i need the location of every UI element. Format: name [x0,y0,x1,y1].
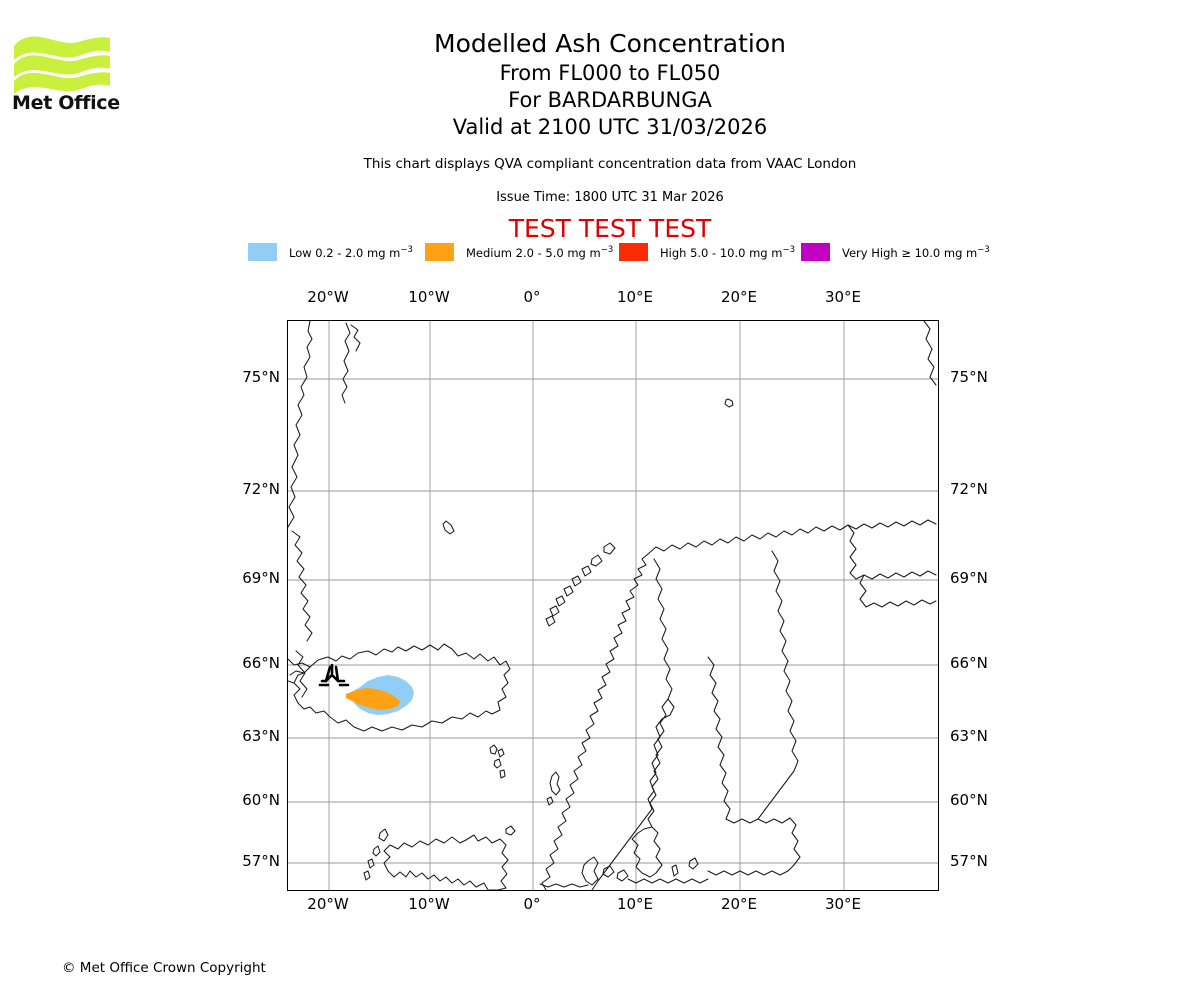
lat-tick-right-3: 66°N [950,654,988,672]
lat-tick-right-0: 75°N [950,368,988,386]
volcano-name: For BARDARBUNGA [508,88,712,112]
legend-label-1: Medium 2.0 - 5.0 mg m−3 [466,244,614,260]
lat-tick-left-4: 63°N [242,727,280,745]
lat-tick-left-1: 72°N [242,480,280,498]
lon-tick-bottom-0: 20°W [307,895,349,913]
lon-tick-bottom-1: 10°W [408,895,450,913]
met-office-wordmark: Met Office [12,92,120,114]
test-banner: TEST TEST TEST [508,214,712,243]
chart-title-block: Modelled Ash Concentration From FL000 to… [230,28,990,141]
coastlines [288,321,937,890]
issue-time: Issue Time: 1800 UTC 31 Mar 2026 [496,190,724,205]
lon-tick-bottom-5: 30°E [824,895,862,913]
met-office-logo [12,26,122,116]
lat-tick-right-4: 63°N [950,727,988,745]
copyright-notice: © Met Office Crown Copyright [62,960,266,976]
lat-tick-right-6: 57°N [950,852,988,870]
lon-tick-top-5: 30°E [824,288,862,306]
legend-label-3: Very High ≥ 10.0 mg m−3 [842,244,990,260]
concentration-legend: Low 0.2 - 2.0 mg m−3 Medium 2.0 - 5.0 mg … [248,242,1008,264]
map-gridlines [288,321,938,890]
lon-tick-bottom-2: 0° [523,895,541,913]
legend-swatch-1 [425,243,454,261]
lon-tick-bottom-3: 10°E [616,895,654,913]
lat-tick-left-5: 60°N [242,791,280,809]
map-canvas [288,321,938,890]
legend-item-0: Low 0.2 - 2.0 mg m−3 [248,242,413,262]
legend-swatch-3 [801,243,830,261]
legend-swatch-2 [619,243,648,261]
page-title: Modelled Ash Concentration [434,29,786,58]
lat-tick-right-5: 60°N [950,791,988,809]
lat-tick-left-0: 75°N [242,368,280,386]
lon-tick-top-0: 20°W [307,288,349,306]
lon-tick-top-2: 0° [523,288,541,306]
lon-tick-bottom-4: 20°E [720,895,758,913]
legend-label-0: Low 0.2 - 2.0 mg m−3 [289,244,413,260]
lon-tick-top-4: 20°E [720,288,758,306]
lon-tick-top-3: 10°E [616,288,654,306]
legend-label-2: High 5.0 - 10.0 mg m−3 [660,244,795,260]
lat-tick-right-2: 69°N [950,569,988,587]
chart-subtitle: This chart displays QVA compliant concen… [363,156,857,172]
flight-level-range: From FL000 to FL050 [499,61,721,85]
legend-item-1: Medium 2.0 - 5.0 mg m−3 [425,242,613,262]
lat-tick-left-6: 57°N [242,852,280,870]
map-plot-area [287,320,939,891]
volcano-source-marker [318,663,350,687]
lat-tick-left-2: 69°N [242,569,280,587]
legend-swatch-0 [248,243,277,261]
ash-plume [346,675,414,715]
legend-item-2: High 5.0 - 10.0 mg m−3 [619,242,795,262]
legend-item-3: Very High ≥ 10.0 mg m−3 [801,242,990,262]
lat-tick-right-1: 72°N [950,480,988,498]
lat-tick-left-3: 66°N [242,654,280,672]
met-office-waves-icon [14,36,110,94]
valid-time: Valid at 2100 UTC 31/03/2026 [452,115,768,139]
lon-tick-top-1: 10°W [408,288,450,306]
plume-medium-contour [346,688,400,710]
